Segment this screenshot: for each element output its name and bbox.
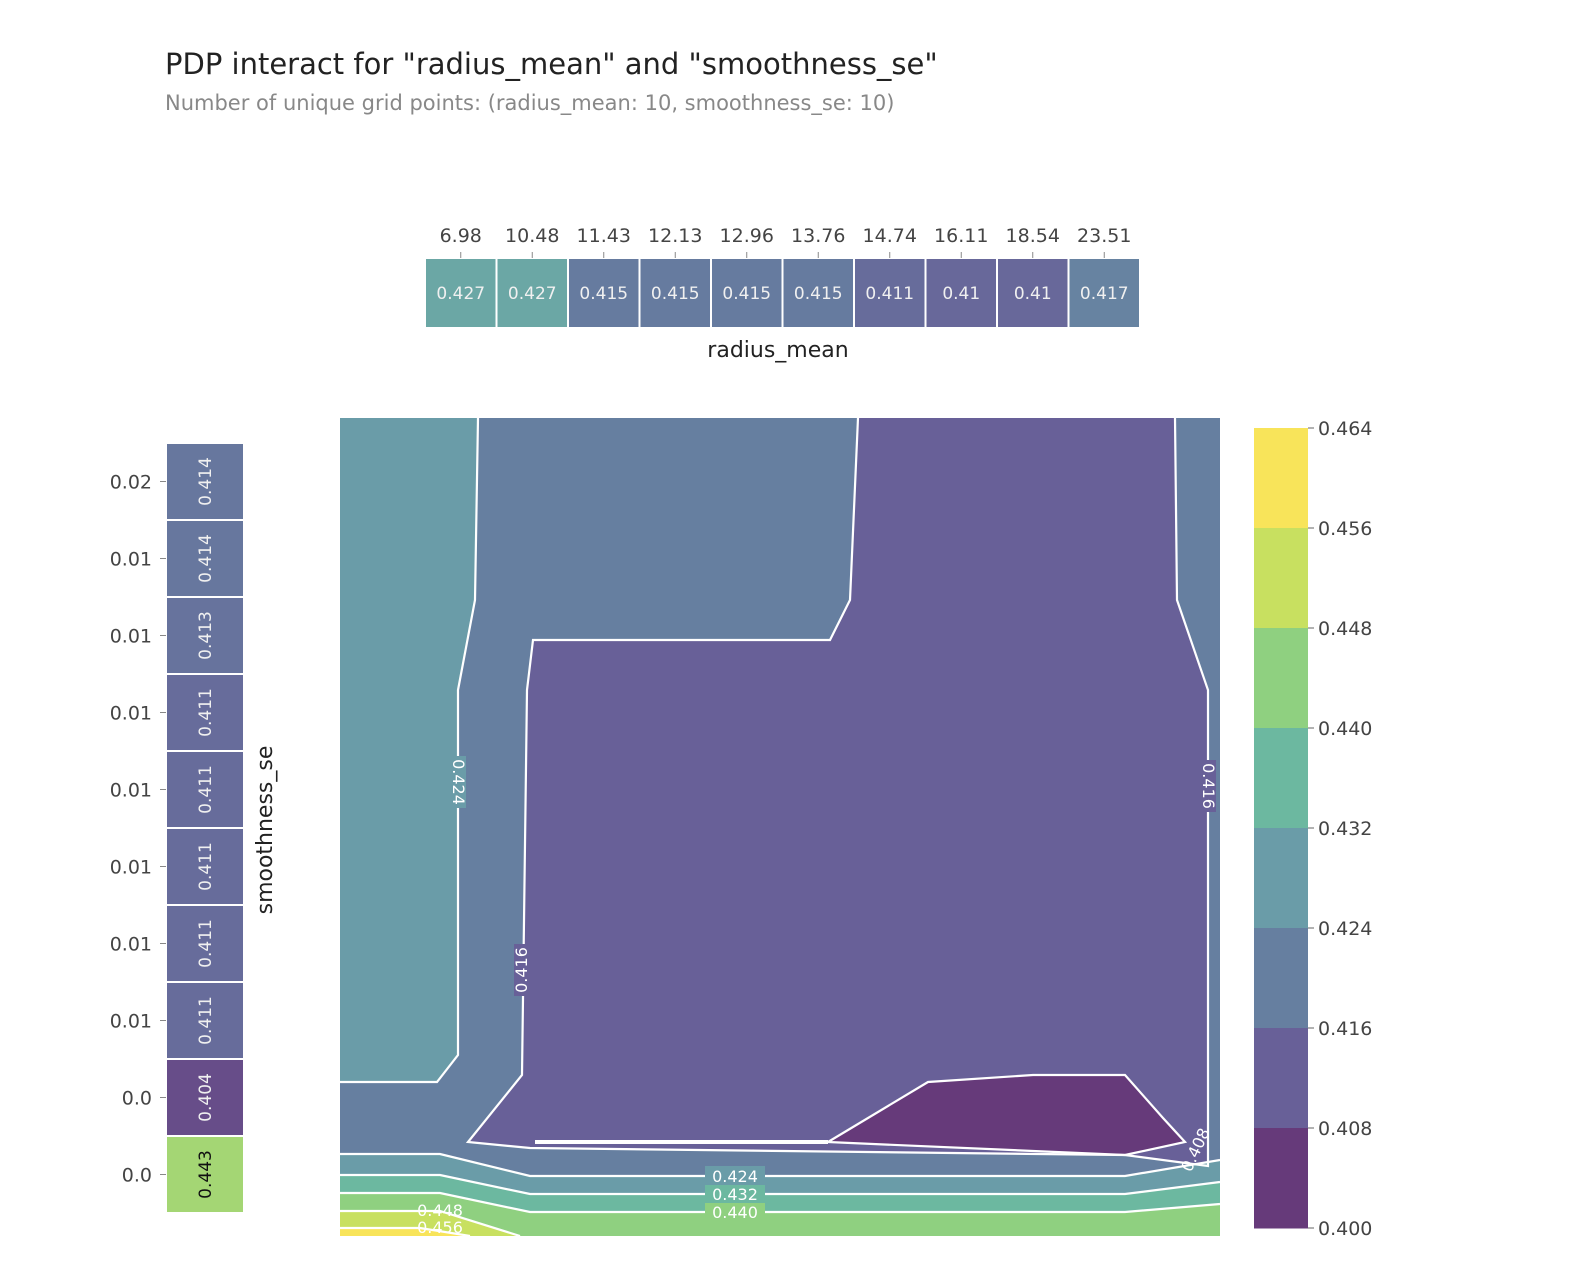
contour-label-0.456: 0.456	[417, 1218, 463, 1237]
colorbar-segment	[1254, 1028, 1308, 1129]
contour-line-0.424	[340, 418, 480, 1084]
smoothness-se-tick-label: 0.0	[122, 1165, 152, 1187]
contour-label-0.448: 0.448	[417, 1201, 463, 1220]
colorbar-segment	[1254, 428, 1308, 529]
smoothness-se-strip: 0.414 0.02 0.414 0.01 0.413 0.01 0.411 0.01 0.41…	[110, 442, 245, 1214]
radius-mean-cell	[853, 257, 927, 329]
colorbar-tick-label: 0.440	[1318, 718, 1372, 740]
radius-mean-cell	[1067, 257, 1141, 329]
colorbar-segment	[1254, 928, 1308, 1029]
smoothness-se-cell-value: 0.414	[196, 457, 216, 506]
radius-mean-label: radius_mean	[707, 338, 848, 363]
radius-mean-cell-value: 0.427	[436, 284, 485, 304]
contour-line-0.408	[827, 1073, 1188, 1157]
radius-mean-tick-label: 18.54	[1006, 225, 1060, 247]
radius-mean-tick-label: 10.48	[505, 225, 559, 247]
smoothness-se-cell-value: 0.404	[196, 1073, 216, 1122]
radius-mean-cell-value: 0.411	[865, 284, 914, 304]
contour-label-0.440: 0.440	[712, 1203, 758, 1222]
colorbar-segment	[1254, 1128, 1308, 1229]
colorbar-segment	[1254, 728, 1308, 829]
smoothness-se-tick-label: 0.01	[110, 857, 152, 879]
colorbar-segment	[1254, 628, 1308, 729]
contour-plot: 0.424 0.416 0.416 0.408 0.424 0.432 0.44…	[340, 418, 1220, 1237]
radius-mean-cell	[424, 257, 498, 329]
smoothness-se-cell-value: 0.411	[196, 765, 216, 814]
smoothness-se-cell-value: 0.414	[196, 534, 216, 583]
radius-mean-cell-value: 0.41	[942, 284, 980, 304]
colorbar-tick-label: 0.400	[1318, 1218, 1372, 1240]
contour-label-0.432: 0.432	[712, 1185, 758, 1204]
colorbar-tick-label: 0.464	[1318, 418, 1372, 440]
smoothness-se-label: smoothness_se	[253, 746, 278, 915]
radius-mean-cell-value: 0.417	[1080, 284, 1129, 304]
radius-mean-cell	[495, 257, 569, 329]
colorbar-tick-label: 0.424	[1318, 918, 1372, 940]
colorbar-tick-label: 0.432	[1318, 818, 1372, 840]
contour-band-0.408-0.416	[468, 418, 1208, 1166]
radius-mean-cell	[996, 257, 1070, 329]
radius-mean-cell-value: 0.415	[722, 284, 771, 304]
smoothness-se-tick-label: 0.01	[110, 626, 152, 648]
radius-mean-cell	[638, 257, 712, 329]
smoothness-se-tick-label: 0.0	[122, 1088, 152, 1110]
smoothness-se-tick-label: 0.01	[110, 549, 152, 571]
contour-line-0.456	[340, 1226, 471, 1236]
radius-mean-tick-label: 13.76	[791, 225, 845, 247]
contour-band-0.424-0.432-left	[340, 418, 478, 1082]
radius-mean-tick-label: 11.43	[577, 225, 631, 247]
chart-subtitle: Number of unique grid points: (radius_me…	[165, 91, 894, 116]
smoothness-se-cell-value: 0.411	[196, 996, 216, 1045]
radius-mean-cell-value: 0.427	[508, 284, 557, 304]
colorbar-tick-label: 0.456	[1318, 518, 1372, 540]
smoothness-se-tick-label: 0.01	[110, 703, 152, 725]
smoothness-se-cell	[165, 904, 245, 983]
radius-mean-cell-value: 0.415	[579, 284, 628, 304]
smoothness-se-tick-label: 0.01	[110, 1011, 152, 1033]
radius-mean-strip: 0.427 6.98 0.427 10.48 0.415 11.43 0.415 12.13 0…	[424, 225, 1141, 329]
radius-mean-tick-label: 14.74	[863, 225, 917, 247]
smoothness-se-tick-label: 0.02	[110, 472, 152, 494]
smoothness-se-tick-label: 0.01	[110, 934, 152, 956]
colorbar-segment	[1254, 528, 1308, 629]
contour-line-0.416	[465, 418, 1210, 1168]
contour-label-0.416-right: 0.416	[1199, 763, 1218, 809]
contour-label-0.416-left: 0.416	[512, 947, 531, 993]
radius-mean-cell	[567, 257, 641, 329]
smoothness-se-cell-value: 0.411	[196, 688, 216, 737]
contour-band-0.400-0.408	[828, 1075, 1185, 1155]
smoothness-se-cell-value: 0.443	[196, 1150, 216, 1199]
smoothness-se-cell-value: 0.411	[196, 842, 216, 891]
colorbar-tick-label: 0.448	[1318, 618, 1372, 640]
radius-mean-tick-label: 12.13	[648, 225, 702, 247]
colorbar: 0.464 0.456 0.448 0.440 0.432 0.424 0.416 0.408…	[1254, 418, 1372, 1240]
smoothness-se-tick-label: 0.01	[110, 780, 152, 802]
chart-title: PDP interact for "radius_mean" and "smoo…	[165, 47, 938, 81]
smoothness-se-cell-value: 0.413	[196, 611, 216, 660]
radius-mean-tick-label: 12.96	[720, 225, 774, 247]
colorbar-tick-label: 0.408	[1318, 1118, 1372, 1140]
radius-mean-cell-value: 0.415	[794, 284, 843, 304]
smoothness-se-cell	[165, 519, 245, 598]
smoothness-se-cell	[165, 1058, 245, 1137]
contour-line-0.448	[340, 1209, 521, 1236]
radius-mean-cell-value: 0.41	[1014, 284, 1052, 304]
radius-mean-tick-label: 16.11	[934, 225, 988, 247]
colorbar-tick-label: 0.416	[1318, 1018, 1372, 1040]
smoothness-se-cell-value: 0.411	[196, 919, 216, 968]
contour-label-0.424-left: 0.424	[449, 759, 468, 805]
contour-band-0.440-0.448	[340, 1193, 1220, 1236]
contour-label-0.424-bottom: 0.424	[712, 1167, 758, 1186]
radius-mean-cell-value: 0.415	[651, 284, 700, 304]
contour-band-0.456-0.464	[340, 1228, 470, 1236]
radius-mean-tick-label: 6.98	[440, 225, 482, 247]
radius-mean-tick-label: 23.51	[1077, 225, 1131, 247]
colorbar-segment	[1254, 828, 1308, 929]
